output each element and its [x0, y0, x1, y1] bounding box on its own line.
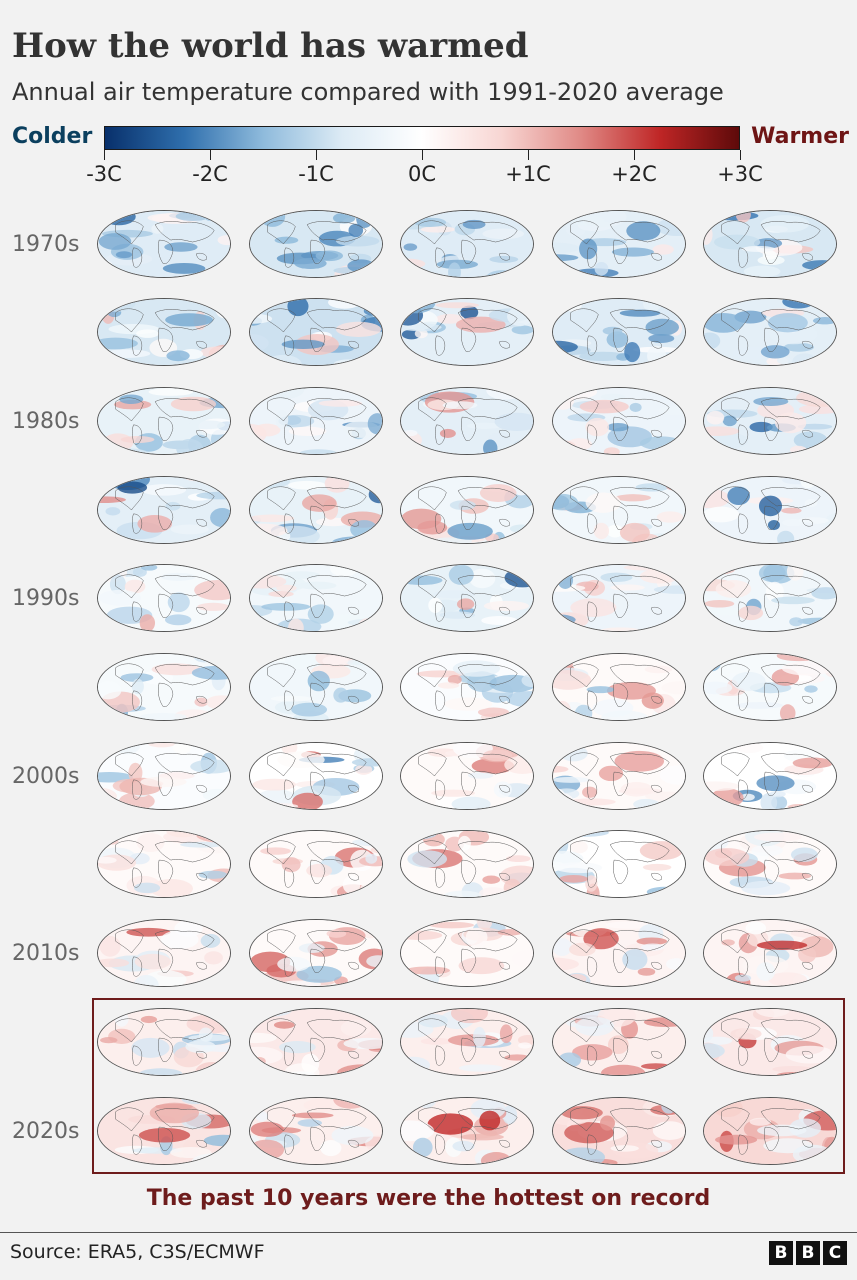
year-map	[97, 1097, 231, 1165]
year-map	[400, 830, 534, 898]
year-map	[400, 1097, 534, 1165]
year-map	[703, 387, 837, 455]
year-map	[703, 653, 837, 721]
year-map	[249, 298, 383, 366]
chart-subtitle: Annual air temperature compared with 199…	[12, 78, 724, 106]
bbc-logo-letter: C	[823, 1241, 847, 1265]
year-map	[400, 653, 534, 721]
bbc-logo: B B C	[769, 1241, 847, 1265]
chart-title: How the world has warmed	[12, 26, 529, 66]
year-map	[703, 1008, 837, 1076]
year-map	[249, 742, 383, 810]
colorbar-tick	[422, 150, 423, 160]
decade-label: 1990s	[12, 586, 80, 611]
recent-decade-highlight	[92, 998, 845, 1174]
source-note: Source: ERA5, C3S/ECMWF	[10, 1241, 265, 1263]
decade-label: 2020s	[12, 1119, 80, 1144]
legend-colder-label: Colder	[12, 124, 93, 149]
year-map	[97, 564, 231, 632]
decade-label: 2000s	[12, 764, 80, 789]
year-map	[552, 742, 686, 810]
year-map	[703, 919, 837, 987]
colorbar	[104, 126, 740, 150]
year-map	[249, 830, 383, 898]
decade-label: 1970s	[12, 232, 80, 257]
colorbar-tick-label: -1C	[298, 162, 334, 186]
year-map	[552, 210, 686, 278]
year-map	[552, 653, 686, 721]
year-map	[552, 564, 686, 632]
year-map	[400, 742, 534, 810]
year-map	[97, 919, 231, 987]
year-map	[97, 653, 231, 721]
bbc-logo-letter: B	[769, 1241, 793, 1265]
year-map	[400, 919, 534, 987]
year-map	[552, 830, 686, 898]
year-map	[400, 210, 534, 278]
year-map	[703, 210, 837, 278]
year-map	[97, 742, 231, 810]
year-map	[703, 564, 837, 632]
year-map	[400, 476, 534, 544]
colorbar-tick-label: +2C	[611, 162, 657, 186]
year-map	[552, 919, 686, 987]
decade-label: 1980s	[12, 409, 80, 434]
year-map	[703, 298, 837, 366]
year-map	[703, 742, 837, 810]
decade-label: 2010s	[12, 941, 80, 966]
legend-warmer-label: Warmer	[751, 124, 849, 149]
year-map	[249, 919, 383, 987]
bbc-logo-letter: B	[796, 1241, 820, 1265]
year-map	[249, 476, 383, 544]
footer-divider	[0, 1232, 857, 1233]
year-map	[400, 387, 534, 455]
year-map	[400, 298, 534, 366]
colorbar-tick	[104, 150, 105, 160]
year-map	[97, 298, 231, 366]
year-map	[249, 564, 383, 632]
colorbar-tick	[210, 150, 211, 160]
year-map	[400, 564, 534, 632]
colorbar-tick-label: -2C	[192, 162, 228, 186]
colorbar-tick-label: -3C	[86, 162, 122, 186]
colorbar-tick	[634, 150, 635, 160]
year-map	[703, 476, 837, 544]
colorbar-tick	[316, 150, 317, 160]
year-map	[552, 1008, 686, 1076]
year-map	[703, 1097, 837, 1165]
year-map	[552, 298, 686, 366]
year-map	[249, 1008, 383, 1076]
year-map	[400, 1008, 534, 1076]
year-map	[97, 387, 231, 455]
colorbar-tick	[528, 150, 529, 160]
year-map	[703, 830, 837, 898]
year-map	[97, 210, 231, 278]
year-map	[249, 210, 383, 278]
year-map	[249, 653, 383, 721]
colorbar-tick-label: +3C	[717, 162, 763, 186]
highlight-annotation: The past 10 years were the hottest on re…	[146, 1186, 711, 1211]
colorbar-tick	[740, 150, 741, 160]
year-map	[552, 476, 686, 544]
year-map	[249, 387, 383, 455]
colorbar-tick-label: 0C	[407, 162, 437, 186]
year-map	[97, 830, 231, 898]
year-map	[97, 476, 231, 544]
colorbar-tick-label: +1C	[505, 162, 551, 186]
year-map	[552, 387, 686, 455]
year-map	[249, 1097, 383, 1165]
